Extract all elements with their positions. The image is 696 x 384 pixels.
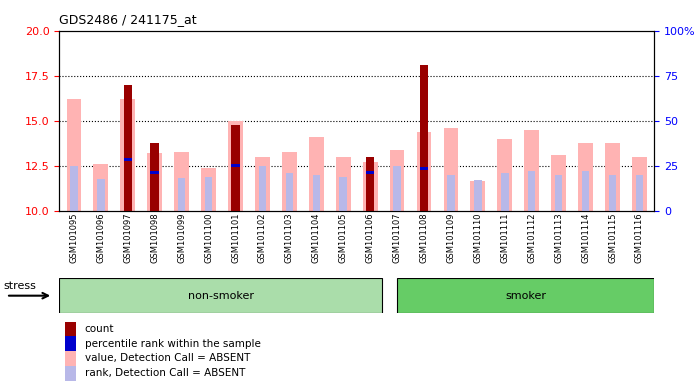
Bar <box>366 171 374 174</box>
Bar <box>255 157 270 211</box>
Bar <box>151 175 159 211</box>
Bar <box>605 142 620 211</box>
Bar <box>282 152 296 211</box>
Bar <box>259 166 267 211</box>
Bar <box>393 166 401 211</box>
Bar <box>336 157 351 211</box>
Bar <box>67 99 81 211</box>
Bar <box>524 130 539 211</box>
Bar <box>309 137 324 211</box>
Bar <box>447 175 454 211</box>
Bar <box>578 142 593 211</box>
Bar <box>65 321 76 336</box>
Bar <box>123 85 132 211</box>
Bar <box>635 175 643 211</box>
Text: GDS2486 / 241175_at: GDS2486 / 241175_at <box>59 13 197 26</box>
Bar <box>59 278 382 313</box>
Bar <box>123 159 132 161</box>
Bar <box>201 168 216 211</box>
Bar <box>474 180 482 211</box>
Bar <box>501 173 509 211</box>
Bar <box>65 336 76 351</box>
Bar <box>397 278 654 313</box>
Text: rank, Detection Call = ABSENT: rank, Detection Call = ABSENT <box>85 368 245 378</box>
Bar <box>632 157 647 211</box>
Bar <box>443 128 459 211</box>
Bar <box>65 351 76 366</box>
Bar <box>178 178 185 211</box>
Bar <box>390 150 404 211</box>
Bar <box>65 366 76 381</box>
Bar <box>285 173 293 211</box>
Bar <box>148 154 162 211</box>
Bar <box>232 177 239 211</box>
Bar <box>174 152 189 211</box>
Bar <box>70 166 78 211</box>
Text: non-smoker: non-smoker <box>188 291 254 301</box>
Text: percentile rank within the sample: percentile rank within the sample <box>85 339 260 349</box>
Text: value, Detection Call = ABSENT: value, Detection Call = ABSENT <box>85 353 250 364</box>
Bar <box>228 121 243 211</box>
Bar <box>470 180 485 211</box>
Bar <box>555 175 562 211</box>
Bar <box>97 179 104 211</box>
Bar <box>231 164 240 167</box>
Bar <box>93 164 109 211</box>
Bar <box>551 155 566 211</box>
Bar <box>582 172 590 211</box>
Bar <box>498 139 512 211</box>
Bar <box>313 175 320 211</box>
Bar <box>420 65 428 211</box>
Bar <box>420 170 428 211</box>
Bar <box>124 175 132 211</box>
Text: stress: stress <box>3 281 36 291</box>
Bar <box>340 177 347 211</box>
Bar <box>528 172 535 211</box>
Bar <box>420 167 428 170</box>
Bar <box>363 162 377 211</box>
Bar <box>609 175 616 211</box>
Bar <box>231 124 240 211</box>
Bar <box>150 142 159 211</box>
Text: smoker: smoker <box>505 291 546 301</box>
Bar <box>120 99 135 211</box>
Bar <box>366 157 374 211</box>
Bar <box>150 171 159 174</box>
Text: count: count <box>85 324 114 334</box>
Bar <box>205 177 212 211</box>
Bar <box>366 173 374 211</box>
Bar <box>417 132 432 211</box>
